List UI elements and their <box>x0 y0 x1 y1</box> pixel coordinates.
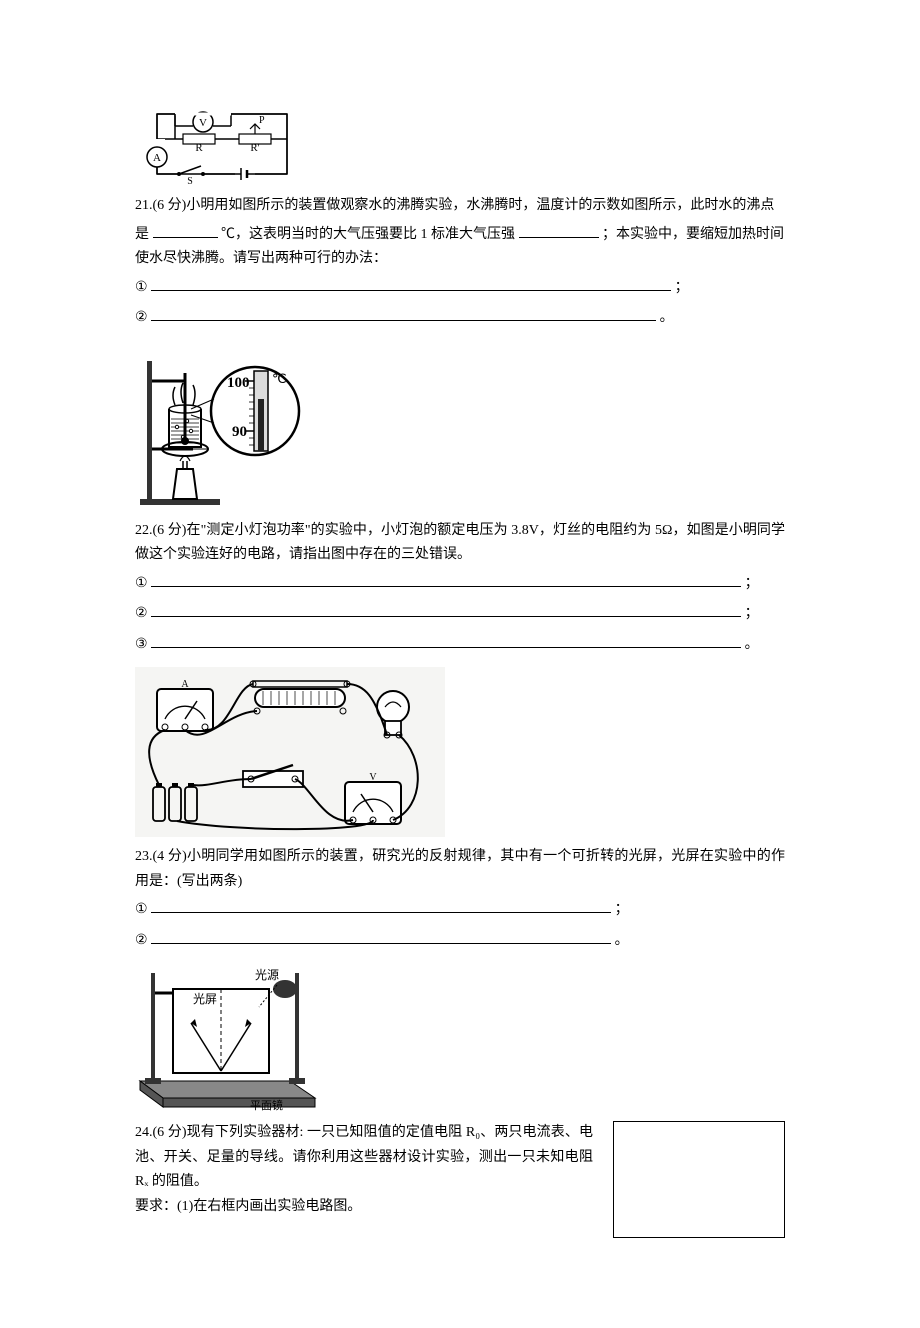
q22-item3-prefix: ③ <box>135 637 148 652</box>
q21-item2-tail: 。 <box>660 310 674 325</box>
thermo-unit: ℃ <box>272 371 287 386</box>
q22-text: 22.(6 分)在"测定小灯泡功率"的实验中，小灯泡的额定电压为 3.8V，灯丝… <box>135 519 785 568</box>
q24-text-a: 24.(6 分)现有下列实验器材: 一只已知阻值的定值电阻 R₀、两只电流表、电… <box>135 1121 593 1195</box>
figure-reflection: 平面镜 光屏 光源 <box>135 963 785 1113</box>
q23-item2-tail: 。 <box>615 933 629 948</box>
figure-circuit-22: A V <box>135 667 785 837</box>
ammeter-label: A <box>153 152 161 164</box>
slider-p-label: P <box>259 115 265 126</box>
figure-boiling-water: 100 90 ℃ <box>135 341 785 511</box>
q23-blank-2[interactable] <box>151 925 611 944</box>
q21-blank-pressure[interactable] <box>519 219 599 238</box>
svg-text:A: A <box>181 679 189 690</box>
q21-item1-prefix: ① <box>135 280 148 295</box>
q23-item2-prefix: ② <box>135 933 148 948</box>
q22-blank-err2[interactable] <box>151 598 741 617</box>
question-22: 22.(6 分)在"测定小灯泡功率"的实验中，小灯泡的额定电压为 3.8V，灯丝… <box>135 519 785 658</box>
q22-blank-err3[interactable] <box>151 629 741 648</box>
mirror-label: 平面镜 <box>250 1098 283 1112</box>
q21-blank-method1[interactable] <box>151 272 671 291</box>
q22-item2-prefix: ② <box>135 606 148 621</box>
switch-s-label: S <box>187 176 193 186</box>
q21-blank-boiling-point[interactable] <box>153 219 218 238</box>
q21-blank-method2[interactable] <box>151 302 656 321</box>
q22-item1-tail: ； <box>745 576 759 591</box>
q24-text-b: 要求：(1)在右框内画出实验电路图。 <box>135 1195 593 1220</box>
q23-text: 23.(4 分)小明同学用如图所示的装置，研究光的反射规律，其中有一个可折转的光… <box>135 845 785 894</box>
q23-item1-tail: ； <box>615 902 629 917</box>
resistor-r-label: R <box>195 142 203 154</box>
q22-blank-err1[interactable] <box>151 568 741 587</box>
q21-text-b: ℃，这表明当时的大气压强要比 1 标准大气压强 <box>221 227 515 242</box>
q23-blank-1[interactable] <box>151 894 611 913</box>
screen-label: 光屏 <box>193 992 217 1006</box>
q22-item3-tail: 。 <box>745 637 759 652</box>
question-21: 21.(6 分)小明用如图所示的装置做观察水的沸腾实验，水沸腾时，温度计的示数如… <box>135 194 785 331</box>
svg-text:V: V <box>369 772 377 783</box>
thermo-90: 90 <box>232 424 247 440</box>
q21-item1-tail: ； <box>675 280 689 295</box>
q23-item1-prefix: ① <box>135 902 148 917</box>
q21-item2-prefix: ② <box>135 310 148 325</box>
q24-drawing-box[interactable] <box>613 1121 785 1238</box>
rheostat-rp-label: R' <box>250 142 259 154</box>
q22-item2-tail: ； <box>745 606 759 621</box>
voltmeter-label: V <box>199 117 207 129</box>
light-source-label: 光源 <box>255 968 279 982</box>
q22-item1-prefix: ① <box>135 576 148 591</box>
figure-circuit-20: V R P R' A S <box>135 106 785 186</box>
question-23: 23.(4 分)小明同学用如图所示的装置，研究光的反射规律，其中有一个可折转的光… <box>135 845 785 953</box>
thermo-100: 100 <box>227 375 250 391</box>
question-24: 24.(6 分)现有下列实验器材: 一只已知阻值的定值电阻 R₀、两只电流表、电… <box>135 1121 785 1238</box>
